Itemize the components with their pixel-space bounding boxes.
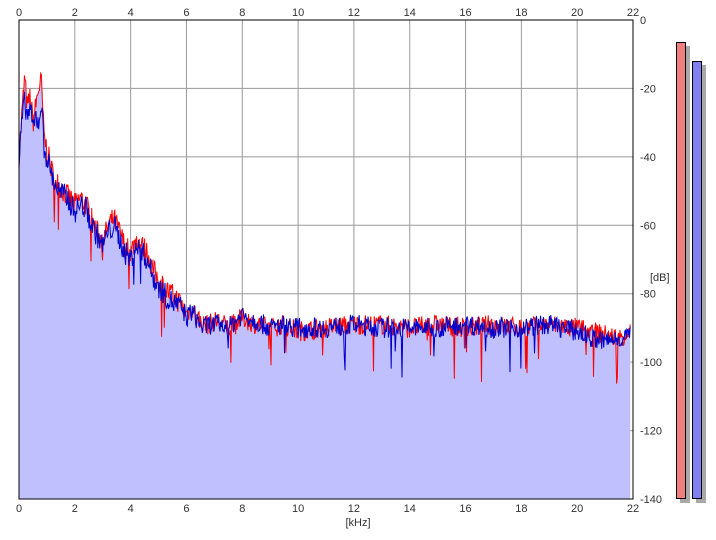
x-tick-label-top: 14 <box>404 7 416 19</box>
x-tick-label-bottom: 10 <box>292 503 304 515</box>
y-tick-label: -120 <box>640 426 662 438</box>
y-tick-label: -60 <box>640 220 656 232</box>
x-tick-label-top: 20 <box>571 7 583 19</box>
x-tick-label-top: 10 <box>292 7 304 19</box>
x-tick-label-top: 2 <box>72 7 78 19</box>
y-tick-label: -20 <box>640 83 656 95</box>
x-tick-label-bottom: 14 <box>404 503 416 515</box>
x-tick-label-top: 16 <box>459 7 471 19</box>
x-tick-label-bottom: 2 <box>72 503 78 515</box>
x-tick-label-bottom: 4 <box>128 503 134 515</box>
x-tick-label-bottom: 18 <box>515 503 527 515</box>
y-axis-right: 0 -20 -40 -60 -80 -100 -120 -140 <box>640 15 662 506</box>
x-tick-label-top: 12 <box>348 7 360 19</box>
x-axis-top: 0 2 4 6 8 10 12 14 16 18 20 22 <box>16 7 639 19</box>
x-tick-label-top: 6 <box>183 7 189 19</box>
x-axis-unit: [kHz] <box>345 517 370 529</box>
level-meter-right <box>692 60 702 499</box>
x-tick-label-bottom: 8 <box>239 503 245 515</box>
spectrum-lines <box>18 71 631 384</box>
x-tick-label-top: 22 <box>627 7 639 19</box>
y-tick-label: 0 <box>640 15 646 27</box>
x-tick-label-bottom: 20 <box>571 503 583 515</box>
x-tick-label-bottom: 22 <box>627 503 639 515</box>
y-tick-label: -80 <box>640 289 656 301</box>
x-tick-label-top: 8 <box>239 7 245 19</box>
y-tick-label: -40 <box>640 152 656 164</box>
plot-frame <box>18 19 634 500</box>
y-tick-label: -100 <box>640 357 662 369</box>
x-tick-label-top: 4 <box>128 7 134 19</box>
level-meter-left <box>676 42 686 499</box>
x-tick-label-bottom: 16 <box>459 503 471 515</box>
spectrum-area-fill <box>19 73 631 500</box>
y-axis-unit: [dB] <box>650 272 670 284</box>
spectrum-series-right <box>18 91 631 378</box>
x-tick-label-top: 18 <box>515 7 527 19</box>
x-tick-label-bottom: 6 <box>183 503 189 515</box>
x-tick-label-bottom: 12 <box>348 503 360 515</box>
x-axis-bottom: 0 2 4 6 8 10 12 14 16 18 20 22 <box>16 503 639 515</box>
y-tick-label: -140 <box>640 494 662 506</box>
x-tick-label-bottom: 0 <box>16 503 22 515</box>
x-tick-label-top: 0 <box>16 7 22 19</box>
